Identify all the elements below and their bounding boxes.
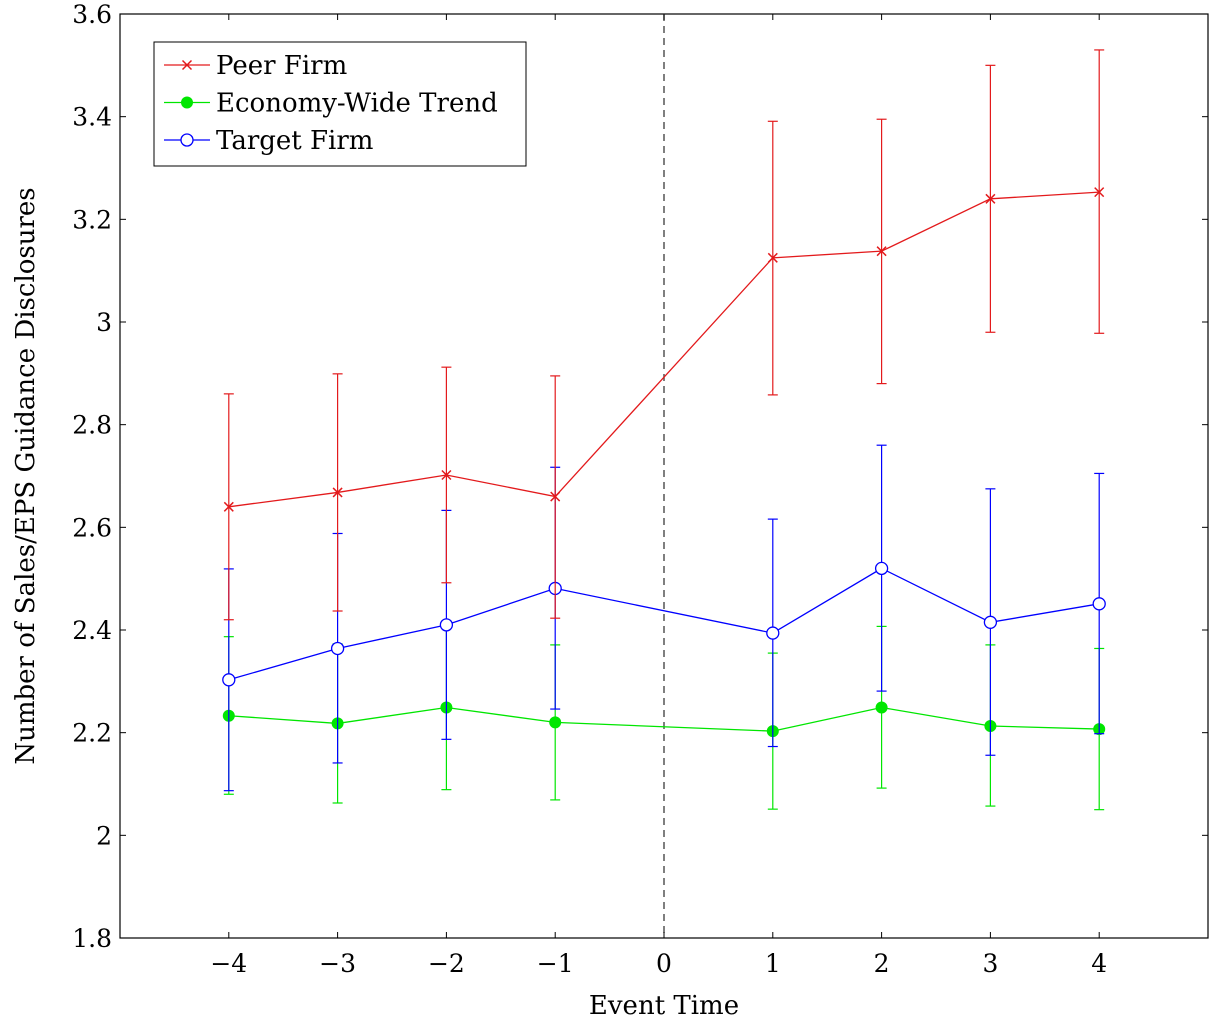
series-layer — [222, 49, 1106, 811]
x-tick-label: −2 — [428, 949, 465, 978]
legend-entry: Economy-Wide Trend — [164, 89, 498, 119]
x-axis-title: Event Time — [589, 991, 739, 1021]
marker-stroke — [876, 246, 887, 257]
legend: Peer Firm Economy-Wide Trend Target Firm — [153, 41, 527, 167]
y-tick-label: 2.2 — [72, 719, 112, 748]
y-tick-label: 2.4 — [72, 616, 112, 645]
marker-stroke — [223, 501, 234, 512]
data-point — [874, 561, 889, 576]
data-point — [983, 615, 998, 629]
y-tick-label: 3 — [96, 308, 112, 337]
x-tick-label: 1 — [765, 949, 781, 978]
x-tick-label: 4 — [1091, 949, 1107, 978]
data-point — [875, 701, 888, 714]
data-point — [441, 469, 452, 481]
data-point — [767, 252, 778, 263]
y-tick-label: 1.8 — [72, 924, 112, 953]
x-tick-label: 3 — [982, 949, 998, 978]
axis-ticks: −4 −3 −2 −1 0 1 2 3 4 1.8 2 2.2 2.4 2.6 2.8 3 3.2 3.4 3.6 — [72, 0, 1208, 978]
data-point — [330, 641, 345, 656]
marker-stroke — [332, 487, 343, 498]
series-line — [228, 706, 1100, 732]
series-line — [228, 191, 1100, 508]
data-point — [985, 193, 996, 204]
x-tick-label: 0 — [656, 949, 672, 978]
data-point — [223, 501, 234, 512]
marker-stroke — [181, 59, 193, 71]
x-tick-label: −3 — [319, 949, 356, 978]
legend-entry: Peer Firm — [164, 51, 347, 81]
legend-marker — [181, 59, 193, 71]
y-tick-label: 3.6 — [72, 0, 112, 29]
data-point — [876, 246, 887, 257]
marker-stroke — [550, 491, 561, 502]
y-axis-title: Number of Sales/EPS Guidance Disclosures — [11, 187, 41, 764]
marker-stroke — [767, 252, 778, 263]
y-tick-label: 3.4 — [72, 103, 112, 132]
y-tick-label: 3.2 — [72, 205, 112, 234]
data-point — [766, 626, 780, 640]
data-point — [222, 673, 236, 687]
data-point — [1092, 597, 1106, 611]
x-tick-label: 2 — [874, 949, 890, 978]
legend-entry: Target Firm — [164, 126, 373, 156]
legend-label: Economy-Wide Trend — [216, 89, 498, 119]
y-tick-label: 2.8 — [72, 411, 112, 440]
data-point — [550, 491, 561, 502]
data-point — [1094, 187, 1105, 198]
series-peer-firm — [223, 49, 1105, 621]
data-point — [549, 716, 562, 729]
legend-marker — [180, 133, 194, 147]
y-tick-label: 2 — [96, 821, 112, 850]
y-tick-label: 2.6 — [72, 513, 112, 542]
x-tick-label: −4 — [210, 949, 247, 978]
series-line — [228, 567, 1100, 681]
marker-stroke — [985, 193, 996, 204]
legend-label: Target Firm — [216, 126, 373, 156]
data-point — [439, 618, 454, 632]
marker-stroke — [441, 469, 452, 481]
x-tick-label: −1 — [537, 949, 574, 978]
data-point — [332, 487, 343, 498]
legend-marker — [181, 96, 193, 109]
marker-stroke — [1094, 187, 1105, 198]
legend-label: Peer Firm — [216, 51, 347, 81]
legend-box — [153, 41, 527, 167]
